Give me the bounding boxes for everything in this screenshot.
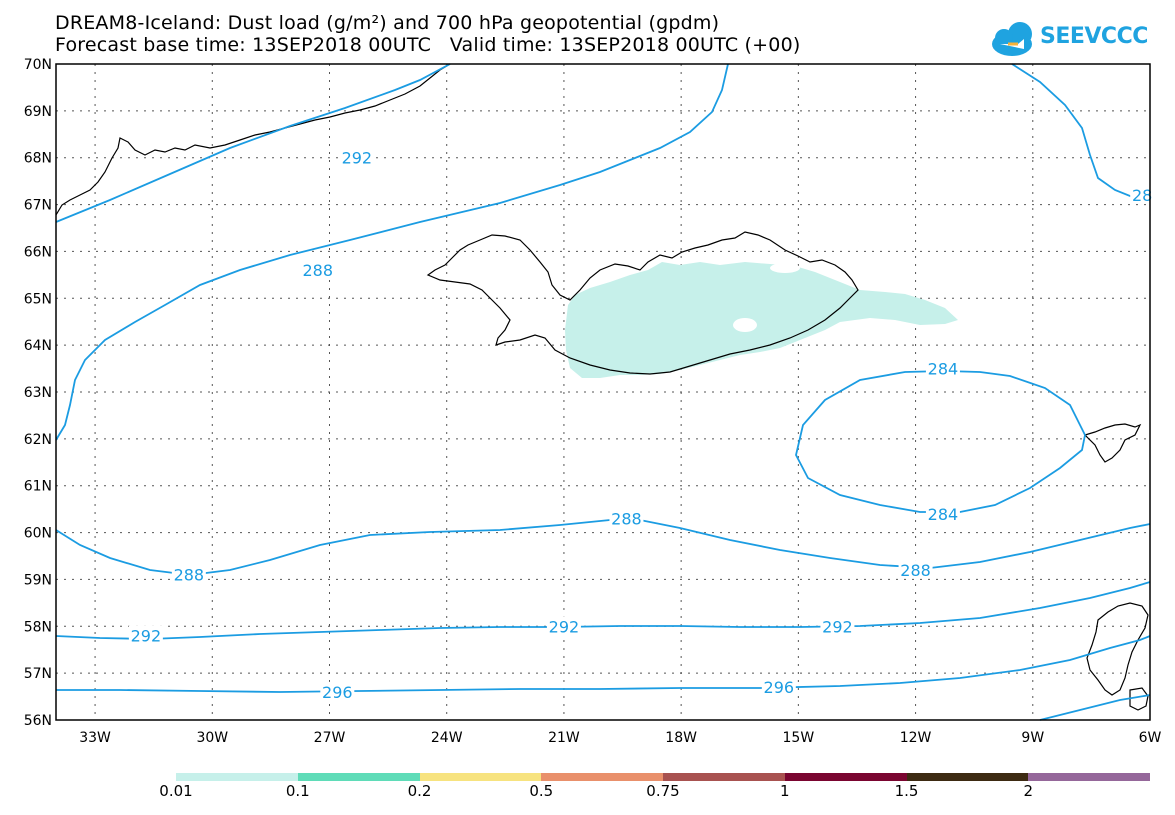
contour-label-bg <box>609 508 644 527</box>
contour-label: 288 <box>303 261 334 280</box>
contour-292-north <box>55 63 451 223</box>
lat-tick-label: 61N <box>24 479 52 495</box>
contour-292-south <box>55 581 1151 640</box>
lat-tick-label: 67N <box>24 198 52 214</box>
contour-label: 28 <box>1132 186 1152 205</box>
lat-tick-label: 58N <box>24 619 52 635</box>
colorbar-segment <box>906 773 1029 781</box>
lon-tick-label: 24W <box>431 730 463 746</box>
contour-label-bg <box>1130 185 1155 204</box>
colorbar-label: 0.5 <box>529 782 554 800</box>
lat-tick-label: 70N <box>24 57 52 73</box>
lon-tick-label: 18W <box>665 730 697 746</box>
lat-tick-label: 66N <box>24 244 52 260</box>
contour-28-ne <box>1011 63 1151 201</box>
lat-tick-label: 65N <box>24 291 52 307</box>
contour-label: 296 <box>322 683 353 702</box>
map-frame <box>55 63 1151 721</box>
contour-label: 284 <box>928 360 959 379</box>
colorbar-segment <box>663 773 785 781</box>
lon-tick-label: 33W <box>79 730 111 746</box>
contour-label-bg <box>761 677 796 696</box>
colorbar-label: 2 <box>1023 782 1034 800</box>
lon-tick-label: 15W <box>783 730 815 746</box>
contour-label: 292 <box>822 617 853 636</box>
contour-label-bg <box>820 616 855 635</box>
lon-tick-label: 6W <box>1139 730 1162 746</box>
iceland-coastline <box>426 231 859 375</box>
contour-label: 292 <box>342 149 373 168</box>
logo-text: SEEVCCC <box>1040 24 1148 49</box>
contour-label-bg <box>339 147 374 166</box>
contour-288-north <box>55 63 729 441</box>
colorbar-segment <box>297 773 420 781</box>
colorbar-segment <box>1028 773 1150 781</box>
lat-tick-label: 69N <box>24 104 52 120</box>
contour-label-bg <box>320 681 355 700</box>
contour-label-bg <box>128 625 163 644</box>
ireland-coastline <box>1129 687 1149 711</box>
contour-296-south <box>56 635 1151 693</box>
logo <box>992 22 1032 56</box>
longitude-labels: 33W 30W 27W 24W 21W 18W 15W 12W 9W 6W <box>79 730 1161 746</box>
contour-label: 288 <box>900 561 931 580</box>
lat-tick-label: 56N <box>24 713 52 729</box>
contour-label-bg <box>300 260 335 279</box>
contour-label: 292 <box>549 617 580 636</box>
colorbar-label: 0.2 <box>407 782 432 800</box>
colorbar-label: 0.75 <box>646 782 680 800</box>
lat-tick-label: 62N <box>24 432 52 448</box>
contour-284 <box>795 370 1086 513</box>
contour-288-south <box>55 519 1151 576</box>
colorbar-label: 1 <box>779 782 790 800</box>
scotland-coastline <box>1086 602 1149 696</box>
contour-label: 292 <box>131 627 162 646</box>
lat-tick-label: 59N <box>24 572 52 588</box>
colorbar-label: 0.01 <box>159 782 193 800</box>
contour-label-bg <box>171 564 206 583</box>
contour-label: 288 <box>174 566 205 585</box>
faroe-coastline <box>1083 423 1142 463</box>
lat-tick-label: 63N <box>24 385 52 401</box>
colorbar-label: 1.5 <box>894 782 919 800</box>
colorbar-segment <box>784 773 907 781</box>
lon-tick-label: 12W <box>900 730 932 746</box>
colorbar-label: 0.1 <box>285 782 310 800</box>
lon-tick-label: 9W <box>1021 730 1044 746</box>
map-subtitle: Forecast base time: 13SEP2018 00UTC Vali… <box>55 34 801 56</box>
graticule <box>56 64 1150 720</box>
contour-label-bg <box>546 616 581 635</box>
lon-tick-label: 27W <box>314 730 346 746</box>
contour-labels: 292 288 28 284 284 288 288 288 292 292 292 296 296 <box>128 147 1155 702</box>
dust-load-area <box>565 262 958 378</box>
lat-tick-label: 57N <box>24 666 52 682</box>
contour-label: 284 <box>928 505 959 524</box>
colorbar-segment <box>176 773 298 781</box>
lat-tick-label: 64N <box>24 338 52 354</box>
colorbar <box>176 773 1150 781</box>
lon-tick-label: 30W <box>196 730 228 746</box>
colorbar-segment <box>419 773 542 781</box>
colorbar-segment <box>541 773 663 781</box>
greenland-coastline <box>55 63 451 216</box>
contour-label-bg <box>925 503 960 522</box>
lon-tick-label: 21W <box>548 730 580 746</box>
map-title: DREAM8-Iceland: Dust load (g/m²) and 700… <box>55 12 720 34</box>
lat-tick-label: 68N <box>24 151 52 167</box>
contour-label: 288 <box>611 510 642 529</box>
contour-label-bg <box>925 358 960 377</box>
latitude-labels: 70N 69N 68N 67N 66N 65N 64N 63N 62N 61N 60N 59N 58N 5… <box>24 57 52 729</box>
contour-label: 296 <box>764 678 795 697</box>
lat-tick-label: 60N <box>24 526 52 542</box>
cloud-icon <box>992 22 1032 56</box>
contour-label-bg <box>898 560 933 579</box>
contour-296-se <box>1039 694 1151 721</box>
